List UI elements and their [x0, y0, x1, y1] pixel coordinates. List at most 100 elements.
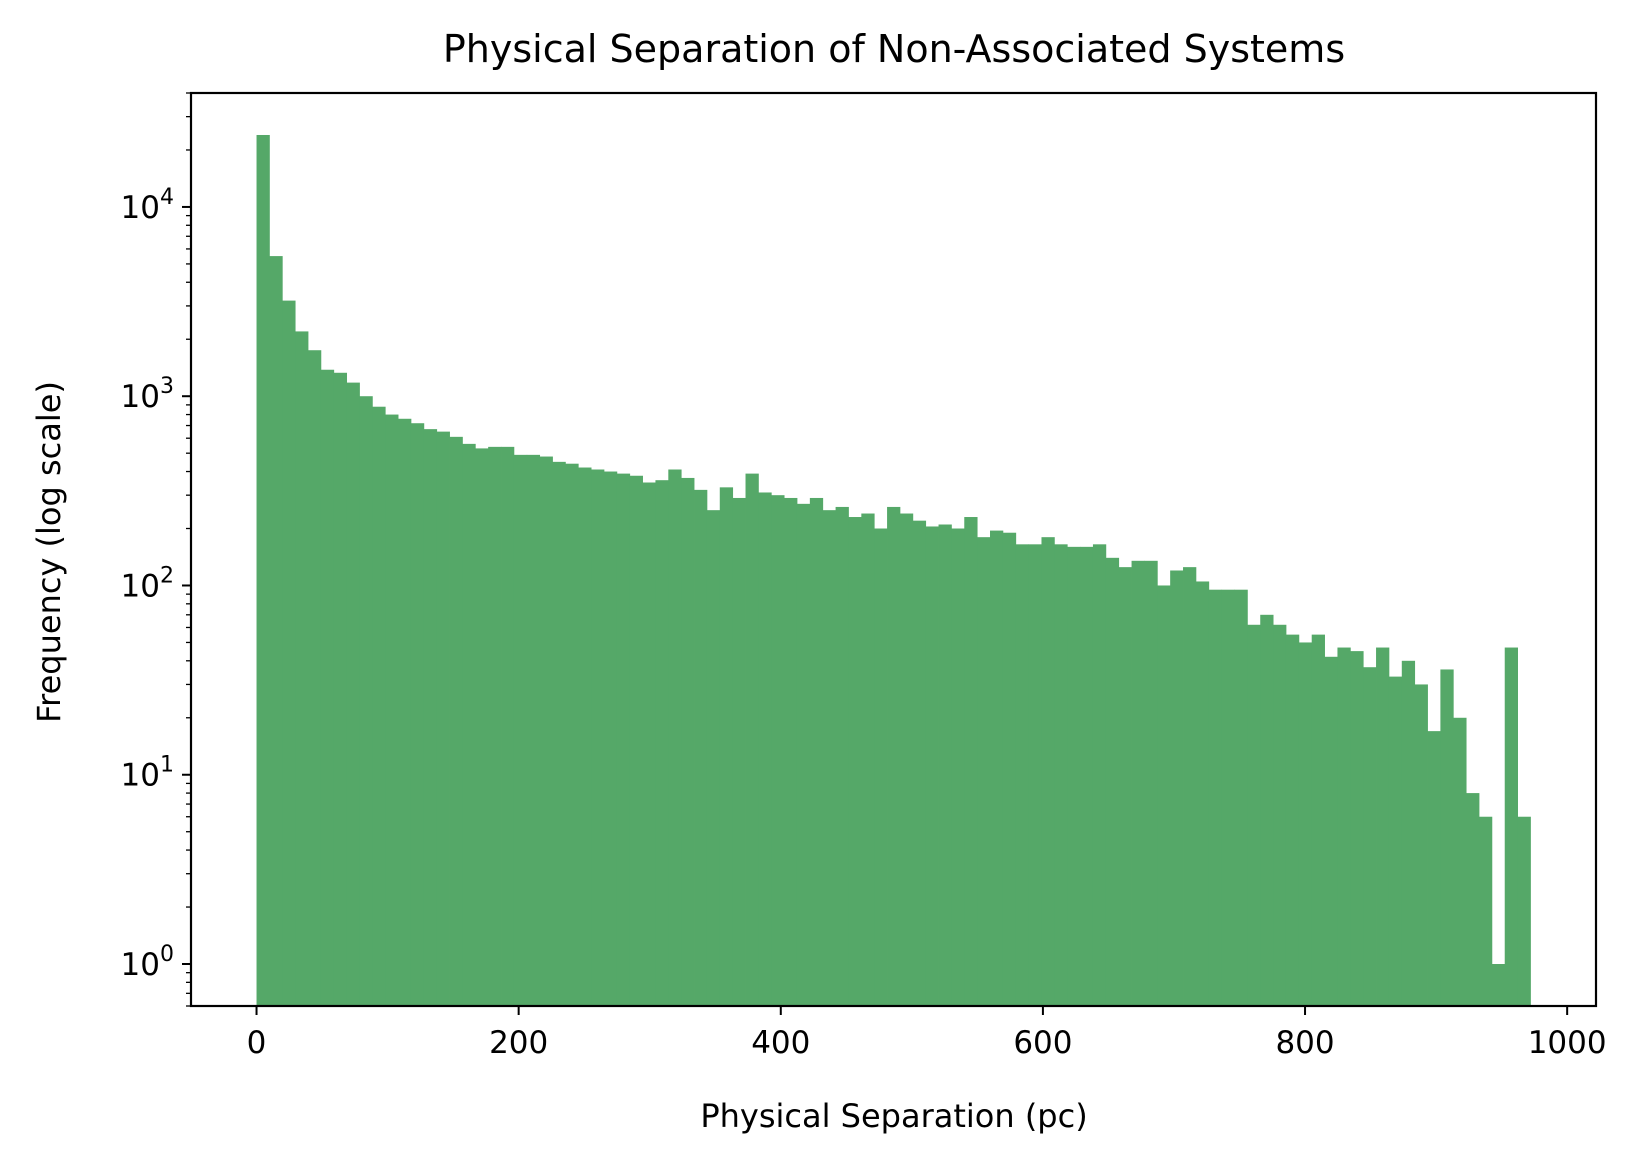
histogram-bar	[912, 520, 927, 1006]
histogram-bar	[977, 537, 991, 1006]
histogram-bar	[501, 446, 515, 1006]
histogram-bar	[410, 423, 425, 1007]
histogram-bar	[591, 469, 605, 1006]
y-tick-label: 104	[121, 185, 174, 226]
histogram-bar	[398, 418, 412, 1006]
histogram-bar	[899, 513, 914, 1006]
histogram-bar	[1491, 964, 1506, 1006]
histogram-bar	[320, 369, 335, 1006]
histogram-bar	[269, 256, 283, 1007]
histogram-bar	[372, 406, 386, 1007]
histogram-bar	[1479, 816, 1493, 1006]
histogram-bar	[256, 134, 270, 1007]
histogram-bar	[642, 482, 656, 1006]
histogram-bar	[1144, 560, 1158, 1006]
histogram-bar	[295, 331, 309, 1006]
histogram-bar	[655, 480, 669, 1006]
histogram-bar	[1247, 624, 1261, 1006]
y-axis-label: Frequency (log scale)	[30, 381, 68, 723]
histogram-bar	[848, 517, 862, 1006]
histogram-bar	[578, 467, 592, 1006]
histogram-bar	[784, 497, 798, 1006]
histogram-bar	[449, 436, 463, 1007]
histogram-bar	[1028, 544, 1042, 1006]
histogram-bar	[552, 461, 566, 1007]
histogram-bar	[1350, 651, 1364, 1006]
x-tick-label: 1000	[1528, 1025, 1607, 1061]
histogram-bar	[1221, 589, 1235, 1006]
histogram-bar	[822, 510, 836, 1006]
histogram-bar	[1170, 570, 1184, 1006]
histogram-bar	[308, 350, 322, 1007]
histogram-bar	[462, 443, 476, 1006]
y-tick-label: 103	[121, 374, 174, 415]
histogram-bar	[925, 526, 939, 1006]
histogram-bar	[1466, 793, 1480, 1006]
histogram-bar	[887, 506, 901, 1006]
histogram-bar	[758, 492, 772, 1007]
histogram-bar	[513, 454, 528, 1007]
histogram-bar	[603, 471, 618, 1006]
histogram-bar	[1041, 537, 1055, 1006]
chart-title: Physical Separation of Non-Associated Sy…	[443, 27, 1345, 71]
histogram-bar	[874, 528, 888, 1006]
histogram-bar	[1376, 647, 1390, 1006]
histogram-bar	[835, 506, 849, 1006]
histogram-bar	[719, 487, 734, 1007]
histogram-bar	[423, 429, 438, 1006]
histogram-bar	[1208, 589, 1223, 1006]
histogram-bar	[1054, 544, 1068, 1006]
histogram-bar	[1401, 660, 1416, 1006]
histogram-bar	[565, 463, 579, 1006]
y-tick-label: 101	[121, 753, 174, 794]
histogram-bar	[732, 497, 746, 1006]
histogram-bar	[1131, 560, 1145, 1006]
histogram-bar	[333, 372, 348, 1006]
histogram-bar	[539, 456, 553, 1006]
histogram-bar	[616, 473, 631, 1006]
histogram-bar	[526, 454, 541, 1007]
histogram-bar	[1195, 581, 1210, 1006]
histogram-bar	[282, 300, 296, 1006]
histogram-bar	[861, 513, 875, 1006]
histogram-bar	[1234, 589, 1248, 1006]
histogram-bar	[1118, 567, 1132, 1006]
histogram-bars	[256, 134, 1531, 1007]
y-tick-label: 100	[121, 942, 174, 983]
histogram-bar	[1311, 634, 1325, 1006]
histogram-bar	[990, 530, 1004, 1006]
histogram-bar	[668, 469, 682, 1006]
histogram-bar	[1504, 647, 1518, 1006]
y-axis-ticks: 100 101 102 103 104	[121, 92, 191, 1007]
x-axis-label: Physical Separation (pc)	[700, 1097, 1087, 1135]
histogram-bar	[1427, 731, 1441, 1006]
histogram-bar	[809, 497, 824, 1006]
x-tick-label: 600	[1013, 1025, 1072, 1061]
x-tick-label: 0	[247, 1025, 267, 1061]
histogram-bar	[951, 528, 965, 1006]
histogram-bar	[938, 524, 952, 1006]
histogram-bar	[1092, 544, 1107, 1006]
histogram-bar	[359, 396, 373, 1007]
histogram-bar	[1298, 642, 1313, 1006]
histogram-bar	[745, 473, 759, 1006]
histogram-bar	[771, 495, 785, 1006]
histogram-bar	[436, 431, 450, 1006]
x-tick-label: 200	[489, 1025, 548, 1061]
histogram-bar	[1414, 684, 1428, 1006]
histogram-bar	[629, 475, 643, 1006]
histogram-bar	[694, 489, 708, 1006]
histogram-bar	[1002, 532, 1017, 1006]
histogram-bar	[1517, 816, 1531, 1006]
histogram-bar	[1260, 614, 1274, 1006]
histogram-bar	[1324, 656, 1338, 1006]
histogram-bar	[1285, 634, 1300, 1006]
x-axis-ticks: 0 200 400 600 800 1000	[247, 1006, 1607, 1061]
histogram-bar	[1080, 546, 1094, 1006]
histogram-bar	[1453, 717, 1467, 1006]
y-tick-label: 102	[121, 563, 174, 604]
histogram-bar	[1015, 544, 1030, 1006]
histogram-bar	[681, 477, 695, 1006]
histogram-bar	[1273, 624, 1287, 1006]
histogram-bar	[1363, 667, 1377, 1006]
